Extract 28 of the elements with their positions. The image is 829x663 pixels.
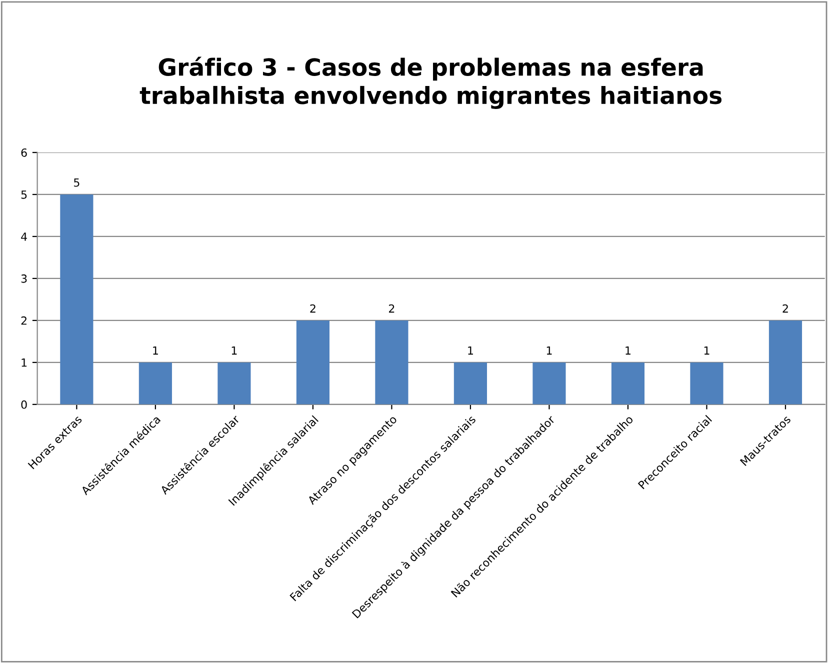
bar xyxy=(138,362,172,404)
y-tick-label: 0 xyxy=(21,400,27,409)
bar xyxy=(611,362,645,404)
data-label: 1 xyxy=(546,346,552,355)
bar xyxy=(218,362,251,404)
bar xyxy=(768,320,802,404)
bar xyxy=(532,362,566,404)
data-label: 1 xyxy=(468,346,473,355)
data-label: 2 xyxy=(388,304,394,313)
data-label: 5 xyxy=(74,178,80,187)
data-label: 1 xyxy=(704,346,710,355)
bar xyxy=(296,320,330,404)
data-label: 1 xyxy=(232,346,237,355)
bar xyxy=(60,194,94,404)
bar xyxy=(690,362,724,404)
data-label: 1 xyxy=(153,346,158,355)
data-label: 2 xyxy=(782,304,788,313)
bar xyxy=(375,320,408,404)
y-tick-label: 4 xyxy=(21,232,27,241)
data-label: 1 xyxy=(626,346,630,355)
chart-title: Gráfico 3 - Casos de problemas na esfera trabalhista envolvendo migrantes haitianos xyxy=(140,56,722,109)
y-tick-label: 5 xyxy=(21,190,27,199)
y-tick-label: 6 xyxy=(21,148,27,157)
y-tick-label: 3 xyxy=(21,274,27,283)
data-label: 2 xyxy=(310,304,316,313)
bar xyxy=(454,362,487,404)
y-tick-label: 1 xyxy=(22,358,27,367)
y-tick-label: 2 xyxy=(21,316,26,325)
